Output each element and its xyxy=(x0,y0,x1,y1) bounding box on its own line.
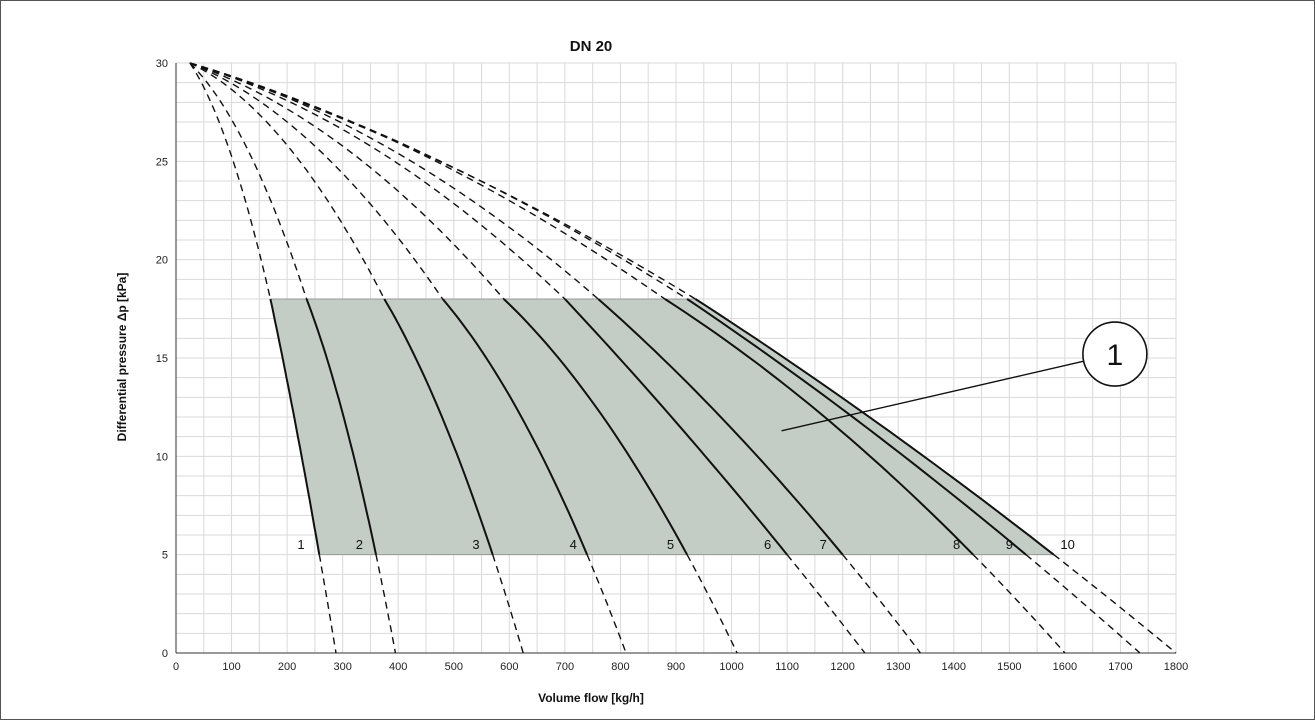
series-6-upper-dashed xyxy=(189,62,566,300)
series-9-solid xyxy=(686,298,1027,556)
x-tick-label: 800 xyxy=(611,661,629,673)
x-tick-label: 1100 xyxy=(775,661,799,673)
series-10-lower-dashed xyxy=(1053,554,1177,654)
series-1-lower-dashed xyxy=(318,554,337,654)
series-3-solid xyxy=(383,298,494,556)
y-tick-label: 25 xyxy=(156,156,168,168)
x-tick-label: 700 xyxy=(556,661,574,673)
x-axis-label: Volume flow [kg/h] xyxy=(538,691,644,705)
series-2-lower-dashed xyxy=(375,554,397,654)
curve-label-5: 5 xyxy=(667,537,674,552)
series-5-lower-dashed xyxy=(686,554,738,654)
y-tick-label: 10 xyxy=(156,451,168,463)
y-tick-label: 30 xyxy=(156,58,168,70)
series-7-upper-dashed xyxy=(189,62,599,300)
series-3-lower-dashed xyxy=(492,554,524,654)
curve-label-2: 2 xyxy=(356,537,363,552)
series-8-upper-dashed xyxy=(189,62,666,300)
x-tick-label: 300 xyxy=(333,661,351,673)
x-tick-label: 1300 xyxy=(886,661,910,673)
x-tick-label: 1700 xyxy=(1108,661,1132,673)
series-1-upper-dashed xyxy=(189,62,272,300)
series-6-lower-dashed xyxy=(786,554,866,654)
y-tick-label: 15 xyxy=(156,353,168,365)
curve-label-6: 6 xyxy=(764,537,771,552)
series-4-solid xyxy=(441,298,589,556)
x-tick-label: 100 xyxy=(222,661,240,673)
x-tick-label: 1400 xyxy=(942,661,966,673)
series-6-solid xyxy=(564,298,788,556)
callout-circle xyxy=(1082,321,1148,387)
axes xyxy=(175,63,1176,654)
series-1-solid xyxy=(269,298,321,555)
callout-leader-line xyxy=(781,360,1084,432)
series-8-solid xyxy=(664,298,974,556)
x-tick-label: 900 xyxy=(667,661,685,673)
series-8-lower-dashed xyxy=(972,554,1066,654)
x-tick-label: 1600 xyxy=(1053,661,1077,673)
curve-label-9: 9 xyxy=(1006,537,1013,552)
y-tick-label: 5 xyxy=(162,550,168,562)
series-7-solid xyxy=(597,298,844,556)
x-tick-label: 600 xyxy=(500,661,518,673)
x-tick-label: 0 xyxy=(173,661,179,673)
series-lines xyxy=(189,62,1177,654)
series-2-upper-dashed xyxy=(189,62,308,300)
x-tick-label: 500 xyxy=(445,661,463,673)
tick-labels: 0 100 200 300 400 500 600 700 800 900 1000 1100 1200… xyxy=(156,58,1188,673)
series-4-lower-dashed xyxy=(586,554,627,654)
y-axis-label: Differential pressure Δp [kPa] xyxy=(115,273,129,442)
series-2-solid xyxy=(305,298,377,555)
x-tick-label: 200 xyxy=(278,661,296,673)
callout-number: 1 xyxy=(1107,339,1124,372)
series-4-upper-dashed xyxy=(189,62,444,300)
series-5-solid xyxy=(503,298,688,556)
series-10-solid xyxy=(694,298,1055,556)
series-7-lower-dashed xyxy=(842,554,921,654)
curve-label-1: 1 xyxy=(297,537,304,552)
operating-range-fill xyxy=(270,299,1054,555)
curve-label-10: 10 xyxy=(1060,537,1074,552)
y-tick-label: 20 xyxy=(156,255,168,267)
x-tick-label: 1200 xyxy=(830,661,854,673)
series-9-lower-dashed xyxy=(1025,554,1141,654)
series-10-upper-dashed xyxy=(189,62,696,300)
x-tick-label: 1500 xyxy=(997,661,1021,673)
curve-label-4: 4 xyxy=(570,537,577,552)
y-tick-label: 0 xyxy=(162,648,168,660)
curve-label-8: 8 xyxy=(953,537,960,552)
operating-range-region xyxy=(270,298,1054,556)
callout: 1 xyxy=(781,321,1148,432)
x-tick-label: 1000 xyxy=(719,661,743,673)
x-tick-label: 1800 xyxy=(1164,661,1188,673)
curve-labels: 1 2 3 4 5 6 7 8 9 10 xyxy=(297,537,1075,552)
chart-title: DN 20 xyxy=(570,38,613,55)
x-tick-label: 400 xyxy=(389,661,407,673)
curve-label-3: 3 xyxy=(472,537,479,552)
curve-label-7: 7 xyxy=(820,537,827,552)
series-3-upper-dashed xyxy=(189,62,385,300)
